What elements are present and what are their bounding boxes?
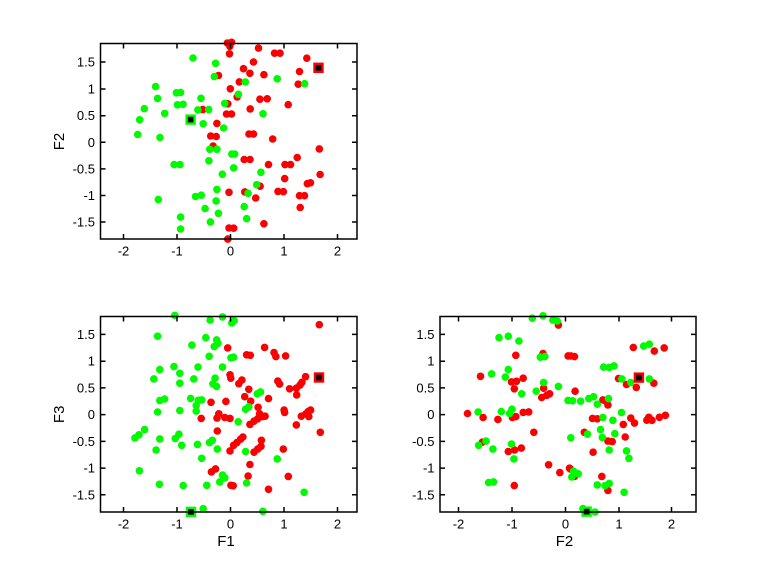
svg-text:0: 0 xyxy=(427,407,434,422)
svg-text:F2: F2 xyxy=(556,533,574,550)
svg-text:-1: -1 xyxy=(506,517,518,532)
svg-text:0: 0 xyxy=(227,244,234,259)
svg-text:0.5: 0.5 xyxy=(416,380,434,395)
svg-text:1: 1 xyxy=(427,354,434,369)
svg-text:1: 1 xyxy=(615,517,622,532)
svg-text:0.5: 0.5 xyxy=(77,380,95,395)
svg-text:-1: -1 xyxy=(423,461,435,476)
svg-text:-1.5: -1.5 xyxy=(73,215,95,230)
svg-text:1: 1 xyxy=(280,517,287,532)
svg-text:-1: -1 xyxy=(83,188,95,203)
svg-text:1.5: 1.5 xyxy=(77,327,95,342)
svg-text:F2: F2 xyxy=(51,133,68,151)
svg-text:0: 0 xyxy=(88,135,95,150)
svg-text:-2: -2 xyxy=(453,517,465,532)
svg-text:-1: -1 xyxy=(83,461,95,476)
svg-text:F3: F3 xyxy=(51,406,68,424)
svg-text:0.5: 0.5 xyxy=(77,108,95,123)
svg-text:0: 0 xyxy=(227,517,234,532)
svg-text:-0.5: -0.5 xyxy=(73,161,95,176)
svg-text:0: 0 xyxy=(88,407,95,422)
svg-text:0: 0 xyxy=(562,517,569,532)
svg-text:2: 2 xyxy=(334,517,341,532)
svg-text:1: 1 xyxy=(280,244,287,259)
svg-text:-0.5: -0.5 xyxy=(73,434,95,449)
svg-text:1.5: 1.5 xyxy=(77,55,95,70)
svg-text:-0.5: -0.5 xyxy=(412,434,434,449)
svg-text:-2: -2 xyxy=(118,517,130,532)
svg-text:-1: -1 xyxy=(171,517,183,532)
svg-text:F1: F1 xyxy=(217,533,235,550)
svg-text:-1.5: -1.5 xyxy=(412,487,434,502)
svg-text:-1: -1 xyxy=(171,244,183,259)
svg-text:-2: -2 xyxy=(118,244,130,259)
svg-text:-1.5: -1.5 xyxy=(73,487,95,502)
svg-text:1: 1 xyxy=(88,354,95,369)
svg-text:2: 2 xyxy=(668,517,675,532)
svg-text:2: 2 xyxy=(334,244,341,259)
svg-text:1.5: 1.5 xyxy=(416,327,434,342)
svg-text:1: 1 xyxy=(88,82,95,97)
